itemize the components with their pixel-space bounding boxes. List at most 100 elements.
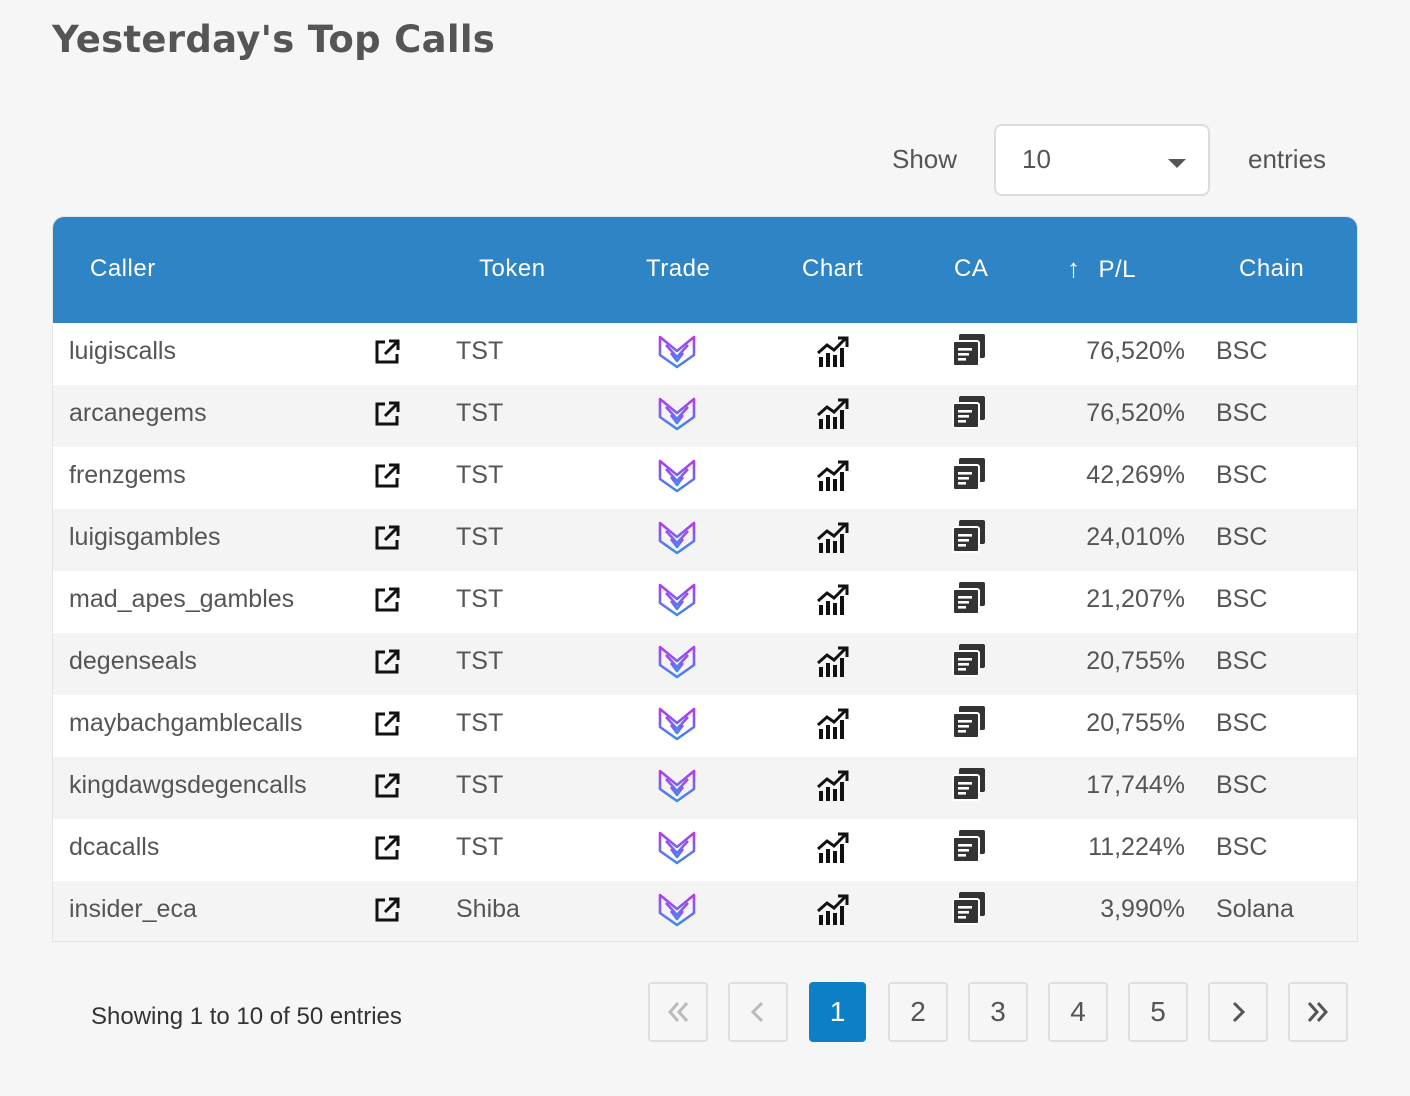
length-control: Show 10 entries (0, 124, 1410, 196)
chart-icon[interactable] (816, 397, 850, 431)
trade-icon[interactable] (657, 829, 697, 867)
copy-contract-icon[interactable] (951, 767, 987, 801)
external-link-icon[interactable] (373, 524, 401, 552)
trade-icon[interactable] (657, 457, 697, 495)
trade-icon[interactable] (657, 767, 697, 805)
caller-name: degenseals (69, 647, 197, 675)
table-row: maybachgamblecalls TST 20,755% BSC (53, 695, 1357, 757)
token-name: TST (456, 709, 504, 737)
external-link-icon[interactable] (373, 400, 401, 428)
page-button-1[interactable]: 1 (809, 982, 866, 1042)
external-link-icon[interactable] (373, 834, 401, 862)
column-header-token[interactable]: Token (479, 255, 546, 282)
chain-name: BSC (1216, 771, 1268, 799)
pl-value: 76,520% (1086, 399, 1185, 427)
previous-page-button[interactable] (728, 982, 788, 1042)
table-row: frenzgems TST 42,269% BSC (53, 447, 1357, 509)
token-name: TST (456, 833, 504, 861)
page-button-4[interactable]: 4 (1048, 982, 1108, 1042)
external-link-icon[interactable] (373, 648, 401, 676)
chart-icon[interactable] (816, 459, 850, 493)
caller-name: luigisgambles (69, 523, 221, 551)
chevron-down-icon (1168, 159, 1186, 168)
page-button-5[interactable]: 5 (1128, 982, 1188, 1042)
trade-icon[interactable] (657, 705, 697, 743)
chain-name: BSC (1216, 461, 1268, 489)
pl-value: 42,269% (1086, 461, 1185, 489)
token-name: TST (456, 523, 504, 551)
page-button-3[interactable]: 3 (968, 982, 1028, 1042)
entries-per-page-select[interactable]: 10 (994, 124, 1210, 196)
column-header-caller[interactable]: Caller (90, 255, 156, 282)
chain-name: BSC (1216, 833, 1268, 861)
column-header-trade[interactable]: Trade (646, 255, 711, 282)
copy-contract-icon[interactable] (951, 891, 987, 925)
copy-contract-icon[interactable] (951, 457, 987, 491)
token-name: Shiba (456, 895, 520, 923)
table-row: kingdawgsdegencalls TST 17,744% BSC (53, 757, 1357, 819)
entries-label: entries (1248, 144, 1327, 174)
copy-contract-icon[interactable] (951, 581, 987, 615)
trade-icon[interactable] (657, 333, 697, 371)
first-page-button[interactable] (648, 982, 708, 1042)
column-header-chart[interactable]: Chart (802, 255, 864, 282)
chart-icon[interactable] (816, 831, 850, 865)
chart-icon[interactable] (816, 769, 850, 803)
next-page-button[interactable] (1208, 982, 1268, 1042)
copy-contract-icon[interactable] (951, 705, 987, 739)
chart-icon[interactable] (816, 583, 850, 617)
token-name: TST (456, 337, 504, 365)
trade-icon[interactable] (657, 395, 697, 433)
caller-name: maybachgamblecalls (69, 709, 303, 737)
token-name: TST (456, 461, 504, 489)
chart-icon[interactable] (816, 893, 850, 927)
trade-icon[interactable] (657, 891, 697, 929)
chain-name: Solana (1216, 895, 1294, 923)
external-link-icon[interactable] (373, 338, 401, 366)
caller-name: kingdawgsdegencalls (69, 771, 307, 799)
trade-icon[interactable] (657, 519, 697, 557)
arrow-up-icon: ↑ (1067, 253, 1081, 283)
external-link-icon[interactable] (373, 462, 401, 490)
chart-icon[interactable] (816, 335, 850, 369)
pl-value: 24,010% (1086, 523, 1185, 551)
copy-contract-icon[interactable] (951, 643, 987, 677)
token-name: TST (456, 647, 504, 675)
column-header-pl[interactable]: ↑ P/L (1067, 253, 1136, 284)
chain-name: BSC (1216, 523, 1268, 551)
copy-contract-icon[interactable] (951, 395, 987, 429)
last-page-button[interactable] (1288, 982, 1348, 1042)
external-link-icon[interactable] (373, 896, 401, 924)
pl-value: 11,224% (1088, 833, 1185, 861)
trade-icon[interactable] (657, 581, 697, 619)
copy-contract-icon[interactable] (951, 333, 987, 367)
caller-name: insider_eca (69, 895, 197, 923)
chart-icon[interactable] (816, 707, 850, 741)
caller-name: dcacalls (69, 833, 160, 861)
pagination: 1 2 3 4 5 (0, 982, 1410, 1042)
copy-contract-icon[interactable] (951, 829, 987, 863)
chart-icon[interactable] (816, 521, 850, 555)
show-label: Show (892, 144, 958, 174)
double-chevron-left-icon (667, 1002, 689, 1022)
external-link-icon[interactable] (373, 710, 401, 738)
table-row: luigiscalls TST 76,520% BSC (53, 323, 1357, 385)
caller-name: frenzgems (69, 461, 186, 489)
table-header: Caller Token Trade Chart CA ↑ P/L Chain (53, 217, 1357, 323)
page-button-2[interactable]: 2 (888, 982, 948, 1042)
column-header-ca[interactable]: CA (954, 255, 989, 282)
copy-contract-icon[interactable] (951, 519, 987, 553)
chain-name: BSC (1216, 647, 1268, 675)
chart-icon[interactable] (816, 645, 850, 679)
pl-value: 3,990% (1100, 895, 1185, 923)
table-body: luigiscalls TST 76,520% BSC arcanegems TST 76,… (53, 323, 1357, 941)
column-header-chain[interactable]: Chain (1239, 255, 1305, 282)
external-link-icon[interactable] (373, 772, 401, 800)
table-row: mad_apes_gambles TST 21,207% BSC (53, 571, 1357, 633)
token-name: TST (456, 585, 504, 613)
table-row: insider_eca Shiba 3,990% Solana (53, 881, 1357, 941)
external-link-icon[interactable] (373, 586, 401, 614)
pl-value: 20,755% (1086, 709, 1185, 737)
trade-icon[interactable] (657, 643, 697, 681)
